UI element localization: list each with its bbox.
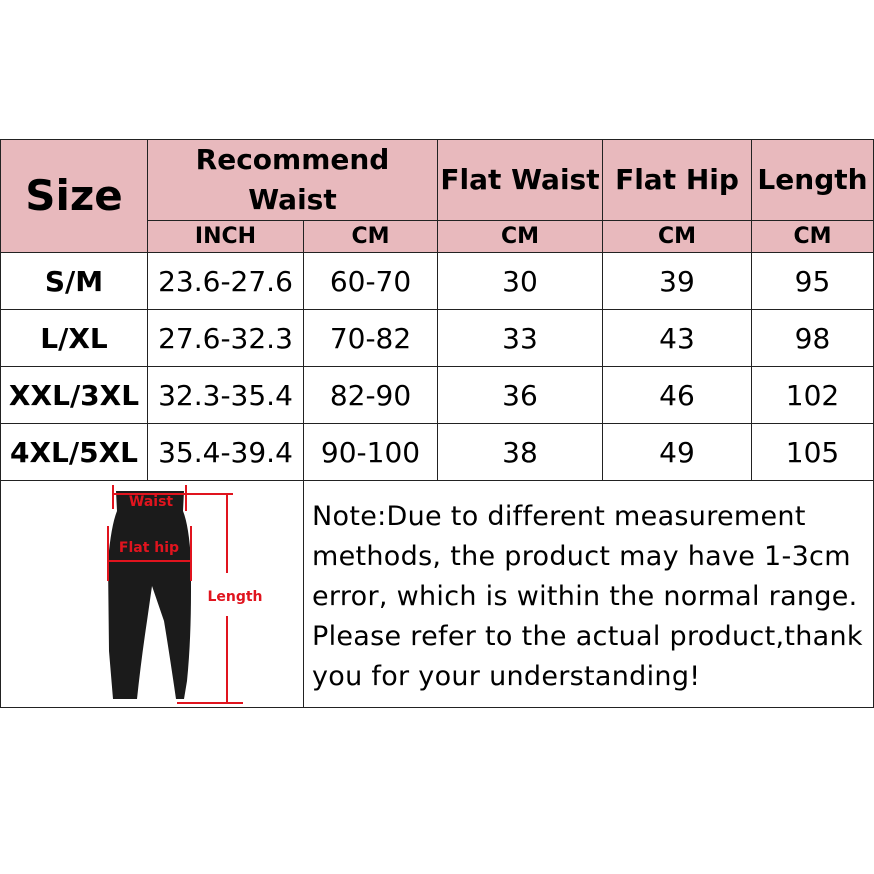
table-cell: 43	[602, 309, 752, 367]
length-label: Length	[207, 589, 262, 605]
unit-header: CM	[751, 220, 874, 253]
table-cell: 102	[751, 366, 874, 424]
unit-header: INCH	[147, 220, 304, 253]
table-cell: 60-70	[303, 252, 438, 310]
unit-header: CM	[303, 220, 438, 253]
table-cell: 33	[437, 309, 603, 367]
table-cell: 105	[751, 423, 874, 481]
header-size: Size	[0, 139, 148, 253]
table-cell: 49	[602, 423, 752, 481]
table-cell: 32.3-35.4	[147, 366, 304, 424]
table-cell: 23.6-27.6	[147, 252, 304, 310]
header-flat-waist: Flat Waist	[437, 139, 603, 221]
size-cell: 4XL/5XL	[0, 423, 148, 481]
table-cell: 36	[437, 366, 603, 424]
table-cell: 35.4-39.4	[147, 423, 304, 481]
header-recommend-waist: Recommend Waist	[147, 139, 438, 221]
table-cell: 27.6-32.3	[147, 309, 304, 367]
unit-header: CM	[602, 220, 752, 253]
table-cell: 70-82	[303, 309, 438, 367]
table-cell: 90-100	[303, 423, 438, 481]
waist-label: Waist	[129, 494, 174, 510]
measurement-diagram: Waist Flat hip Length	[0, 480, 304, 708]
table-cell: 82-90	[303, 366, 438, 424]
header-length: Length	[751, 139, 874, 221]
note-text: Note:Due to different measurement method…	[303, 480, 874, 708]
unit-header: CM	[437, 220, 603, 253]
flat-hip-label: Flat hip	[119, 540, 179, 556]
pants-illustration: Waist Flat hip Length	[107, 485, 263, 704]
table-cell: 39	[602, 252, 752, 310]
table-cell: 38	[437, 423, 603, 481]
table-cell: 98	[751, 309, 874, 367]
header-flat-hip: Flat Hip	[602, 139, 752, 221]
size-cell: L/XL	[0, 309, 148, 367]
table-cell: 95	[751, 252, 874, 310]
size-cell: S/M	[0, 252, 148, 310]
size-cell: XXL/3XL	[0, 366, 148, 424]
table-cell: 30	[437, 252, 603, 310]
table-cell: 46	[602, 366, 752, 424]
